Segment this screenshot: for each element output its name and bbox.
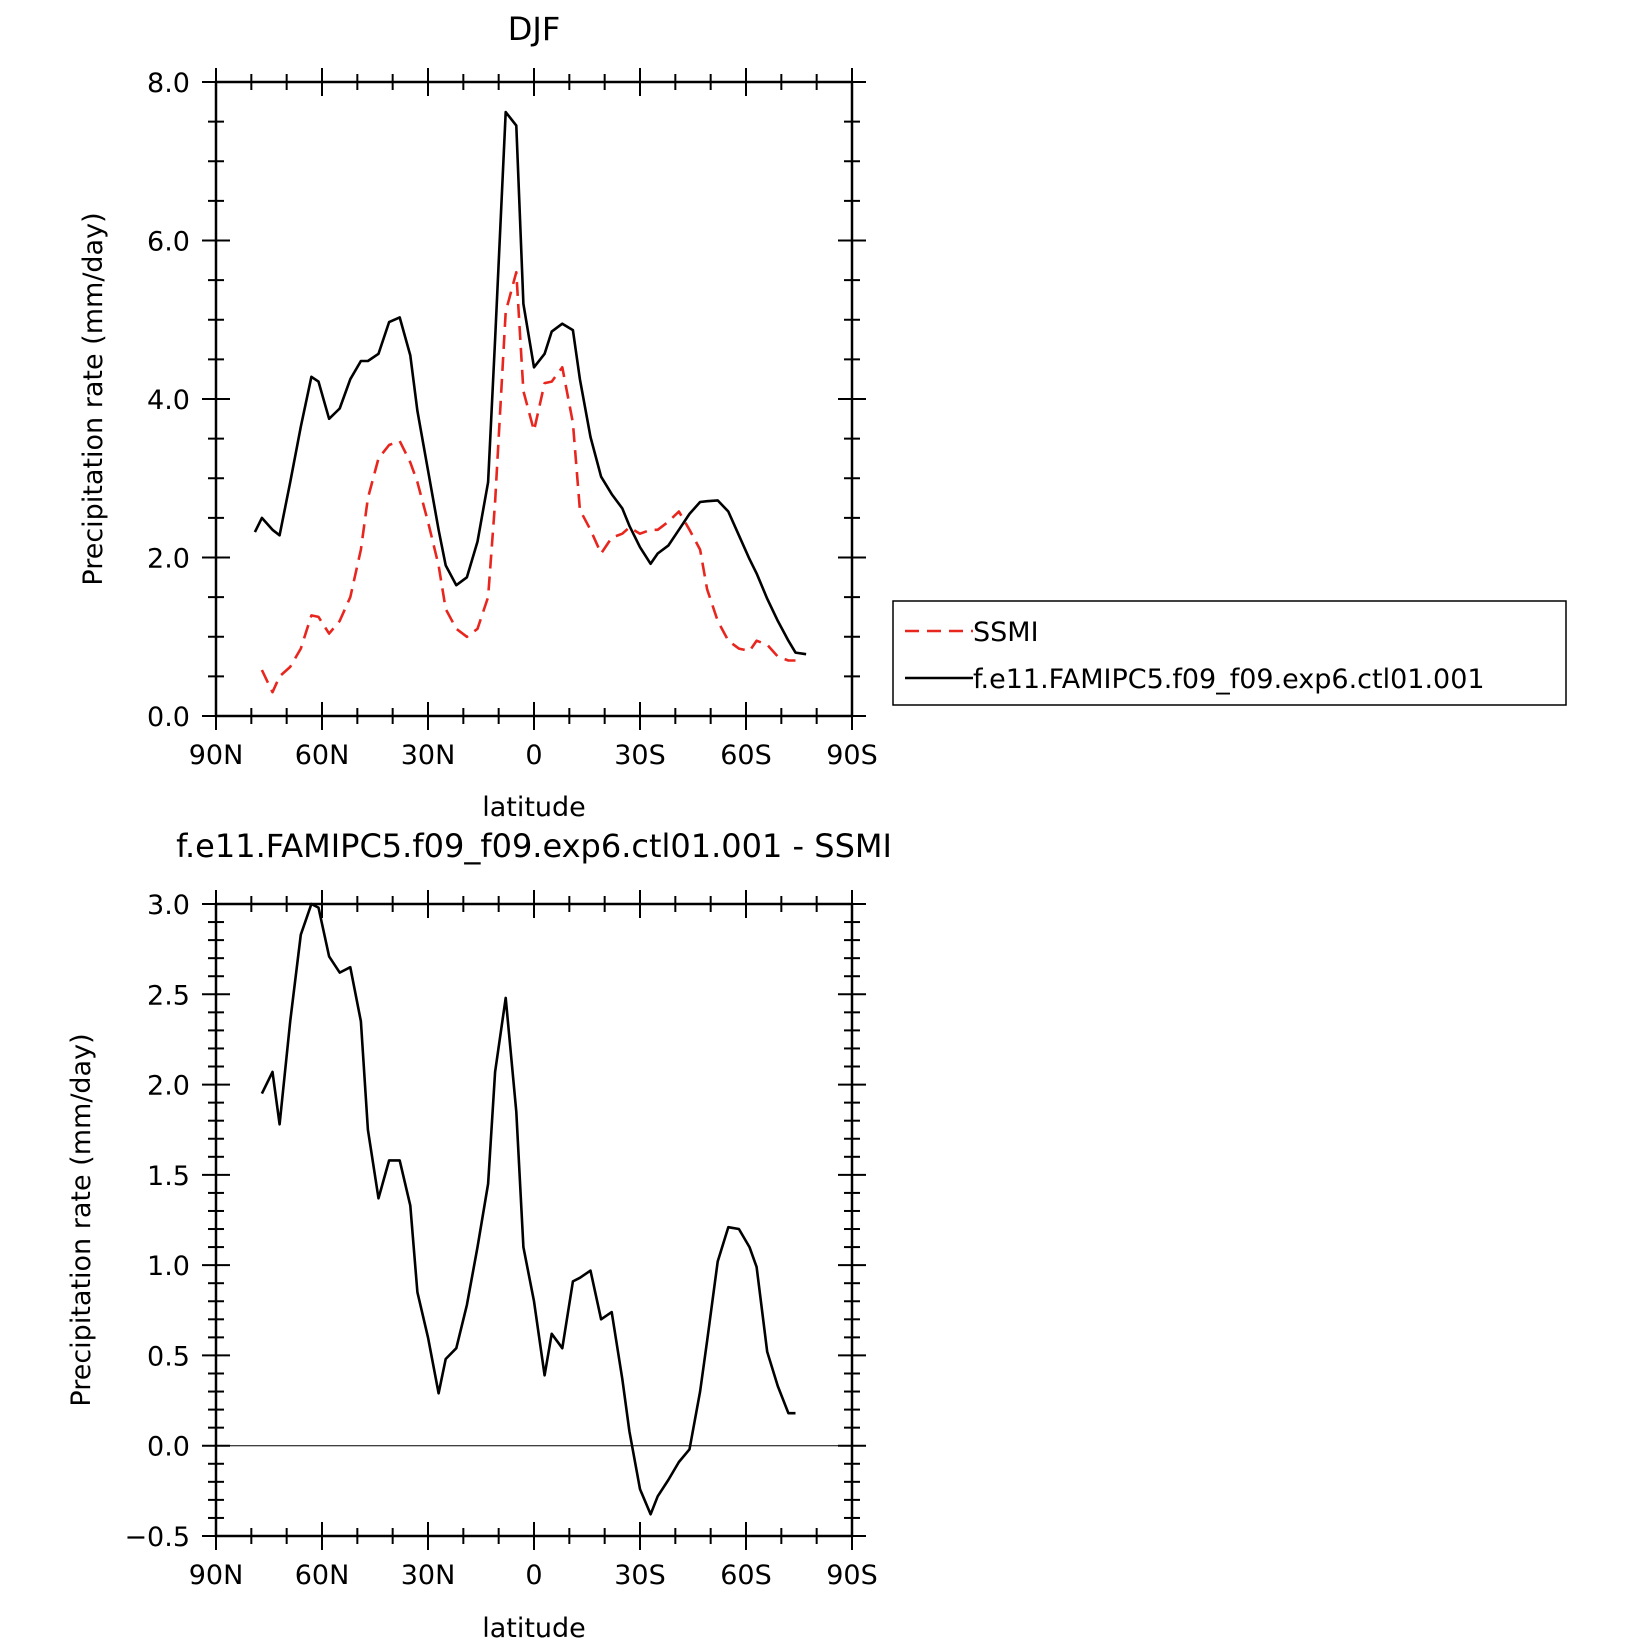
x-tick-label: 0: [525, 1560, 542, 1591]
legend-label: f.e11.FAMIPC5.f09_f09.exp6.ctl01.001: [973, 664, 1485, 695]
x-tick-label: 90N: [189, 740, 244, 771]
x-axis-label: latitude: [482, 1613, 586, 1644]
x-tick-label: 30N: [401, 740, 456, 771]
legend-box: [892, 600, 1567, 706]
y-tick-label: −0.5: [124, 1522, 190, 1553]
y-tick-label: 0.0: [147, 702, 190, 733]
x-tick-label: 60N: [295, 740, 350, 771]
x-tick-label: 30S: [614, 740, 666, 771]
series-line-f: [253, 110, 807, 656]
legend: SSMI f.e11.FAMIPC5.f09_f09.exp6.ctl01.001: [892, 600, 1567, 706]
plot-frame: [214, 80, 854, 718]
y-tick-label: 8.0: [147, 68, 190, 99]
chart-title: DJF: [508, 10, 560, 48]
y-tick-label: 3.0: [147, 890, 190, 921]
y-tick-label: 2.5: [147, 980, 190, 1011]
y-tick-label: 1.0: [147, 1251, 190, 1282]
y-tick-label: 2.0: [147, 1071, 190, 1102]
series-line-ssmi: [260, 270, 796, 694]
x-tick-label: 60S: [720, 1560, 772, 1591]
x-tick-label: 0: [525, 740, 542, 771]
y-tick-label: 2.0: [147, 544, 190, 575]
x-tick-label: 30S: [614, 1560, 666, 1591]
y-axis-label: Precipitation rate (mm/day): [66, 1033, 97, 1406]
chart-panel-2: f.e11.FAMIPC5.f09_f09.exp6.ctl01.001 - S…: [66, 827, 892, 1644]
y-tick-label: 0.5: [147, 1341, 190, 1372]
y-tick-label: 6.0: [147, 227, 190, 258]
x-tick-label: 90S: [826, 740, 878, 771]
y-tick-label: 1.5: [147, 1161, 190, 1192]
plot-frame: [214, 902, 854, 1538]
legend-label: SSMI: [973, 617, 1039, 648]
x-tick-label: 30N: [401, 1560, 456, 1591]
y-tick-label: 0.0: [147, 1432, 190, 1463]
x-tick-label: 60S: [720, 740, 772, 771]
chart-panel-1: DJF 90N 60N 30N 0 30S 60S 90S 0.0 2.0 4.0 6.0 8.0 lat…: [78, 10, 1567, 823]
chart-title: f.e11.FAMIPC5.f09_f09.exp6.ctl01.001 - S…: [176, 827, 892, 865]
x-tick-label: 90S: [826, 1560, 878, 1591]
x-axis-label: latitude: [482, 792, 586, 823]
x-tick-label: 90N: [189, 1560, 244, 1591]
y-axis-label: Precipitation rate (mm/day): [78, 212, 109, 585]
series-line-difference: [260, 902, 796, 1516]
x-tick-label: 60N: [295, 1560, 350, 1591]
y-tick-label: 4.0: [147, 385, 190, 416]
